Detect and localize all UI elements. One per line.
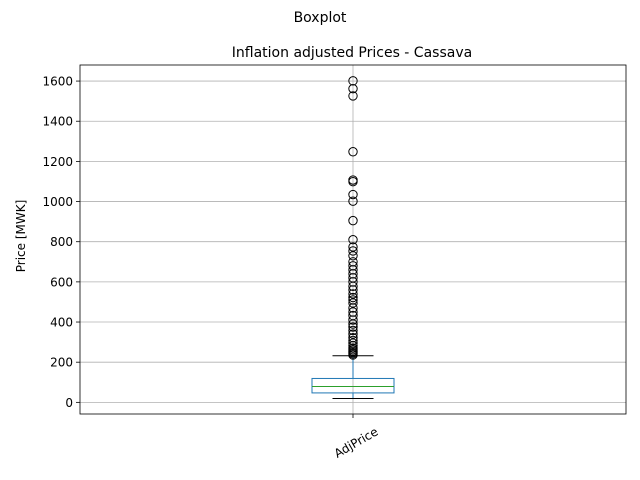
- outlier-point: [348, 298, 358, 308]
- outlier-point: [348, 335, 358, 346]
- y-tick-label: 1600: [42, 75, 73, 89]
- y-tick-label: 1000: [42, 195, 73, 209]
- outlier-point: [348, 285, 358, 295]
- y-axis-label: Price [MWK]: [14, 200, 28, 273]
- outlier-point: [348, 292, 358, 303]
- iqr-box: [311, 377, 395, 394]
- y-tick-label: 400: [50, 316, 73, 330]
- x-tick-label: AdjPrice: [332, 424, 381, 460]
- outlier-point: [348, 325, 358, 336]
- figure-suptitle: Boxplot: [294, 10, 347, 26]
- outlier-point: [348, 246, 358, 256]
- y-tick-label: 0: [65, 396, 73, 410]
- outlier-point: [348, 189, 358, 200]
- outlier-point: [348, 91, 358, 101]
- outlier-point: [348, 315, 358, 325]
- outlier-point: [348, 147, 358, 157]
- outlier-point: [348, 303, 358, 313]
- chart-title: Inflation adjusted Prices - Cassava: [232, 45, 472, 61]
- y-tick-label: 600: [50, 275, 73, 289]
- mark-layer: [311, 76, 395, 400]
- outlier-point: [348, 322, 358, 332]
- outlier-point: [348, 215, 358, 226]
- outlier-point: [348, 251, 358, 261]
- outlier-point: [348, 76, 358, 86]
- outlier-point: [348, 329, 358, 339]
- outlier-point: [348, 350, 358, 360]
- y-tick-label: 200: [50, 356, 73, 370]
- outlier-point: [348, 281, 358, 291]
- outlier-point: [348, 289, 358, 299]
- y-tick-label: 800: [50, 235, 73, 249]
- outlier-point: [348, 196, 358, 206]
- y-tick-label: 1400: [42, 115, 73, 129]
- outlier-point: [348, 83, 358, 94]
- outlier-point: [348, 235, 358, 245]
- y-tick-label: 1200: [42, 155, 73, 169]
- outlier-point: [348, 319, 358, 329]
- outlier-point: [348, 176, 358, 187]
- axis-layer: 0 200 400 600 800 1000 1200 1400 1600 AdjPrice: [42, 64, 627, 461]
